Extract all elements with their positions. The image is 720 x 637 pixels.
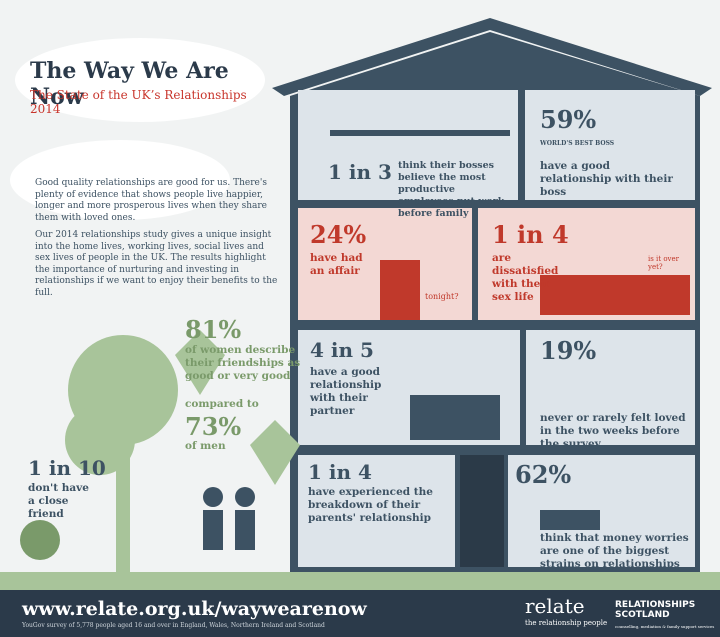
room xyxy=(298,90,518,200)
room xyxy=(508,455,695,567)
title: The Way We Are Now xyxy=(30,58,229,110)
stat: 62% xyxy=(515,460,572,489)
tree xyxy=(65,405,135,475)
room xyxy=(526,330,695,445)
url[interactable]: www.relate.org.uk/waywearenow xyxy=(22,598,367,620)
logo: RELATIONSHIPS SCOTLAND xyxy=(615,600,696,620)
stat: 81% xyxy=(185,315,242,344)
bubble: is it over yet? xyxy=(648,255,679,271)
stat: 19% xyxy=(540,336,597,365)
stat: 4 in 5 xyxy=(310,338,374,362)
grass xyxy=(0,572,720,590)
stat-text: have had an affair xyxy=(310,252,363,277)
person xyxy=(203,487,223,507)
logo-tag: counselling, mediation & family support … xyxy=(615,624,715,629)
logo-tag: the relationship people xyxy=(525,619,608,627)
room xyxy=(298,455,455,567)
person xyxy=(20,520,60,560)
bed xyxy=(540,275,690,315)
stat: 1 in 10 xyxy=(28,456,106,480)
cloud xyxy=(10,140,230,220)
person xyxy=(235,510,255,550)
stat-text: of men xyxy=(185,440,226,452)
stat-text: have a good relationship with their part… xyxy=(310,366,382,417)
cash xyxy=(540,510,600,530)
mug: WORLD'S BEST BOSS xyxy=(540,140,615,147)
stat-text: of women describe their friendships as g… xyxy=(185,344,301,382)
person xyxy=(203,510,223,550)
desk xyxy=(330,130,510,136)
intro: Our 2014 relationships study gives a uni… xyxy=(35,230,278,298)
source: YouGov survey of 5,778 people aged 16 an… xyxy=(22,622,325,629)
subtitle: The State of the UK’s Relationships 2014 xyxy=(30,88,247,116)
stat: 24% xyxy=(310,220,367,249)
stat-text: don't have a close friend xyxy=(28,482,89,520)
door xyxy=(460,455,504,567)
stat-text: think their bosses believe the most prod… xyxy=(398,160,505,219)
cloud xyxy=(15,38,265,122)
bubble: tonight? xyxy=(425,292,459,301)
stat-text: are dissatisfied with their sex life xyxy=(492,252,559,303)
stat: 1 in 3 xyxy=(328,160,392,184)
stat-text: think that money worries are one of the … xyxy=(540,532,689,570)
stat: 1 in 4 xyxy=(308,460,372,484)
footer-band xyxy=(0,590,720,637)
intro: Good quality relationships are good for … xyxy=(35,178,267,223)
stat-text: have a good relationship with their boss xyxy=(540,160,673,198)
logo: relate xyxy=(525,594,585,618)
person xyxy=(380,260,420,320)
stat-text: compared to xyxy=(185,398,259,410)
stat: 1 in 4 xyxy=(492,220,569,249)
person xyxy=(235,487,255,507)
room xyxy=(525,90,695,200)
kite xyxy=(175,330,225,395)
kite xyxy=(250,420,300,485)
stat-text: never or rarely felt loved in the two we… xyxy=(540,412,686,450)
stat: 59% xyxy=(540,105,597,134)
sofa xyxy=(410,395,500,440)
stat-text: have experienced the breakdown of their … xyxy=(308,486,433,524)
stat: 73% xyxy=(185,412,242,441)
